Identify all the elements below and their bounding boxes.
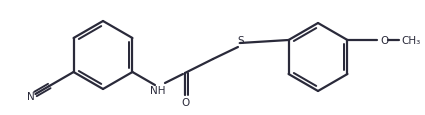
Text: NH: NH: [150, 85, 166, 95]
Text: O: O: [380, 36, 388, 46]
Text: N: N: [27, 91, 35, 101]
Text: O: O: [182, 97, 190, 107]
Text: CH₃: CH₃: [402, 36, 421, 46]
Text: S: S: [238, 36, 244, 46]
